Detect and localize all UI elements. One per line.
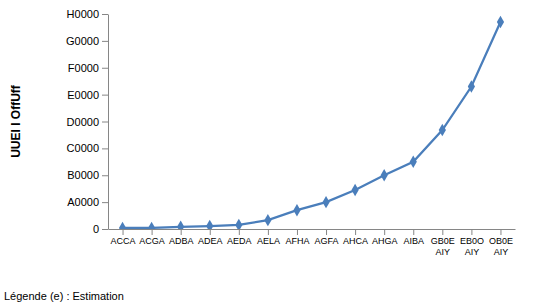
x-tick-label: ACCA bbox=[111, 236, 136, 246]
y-tick-label: F0000 bbox=[68, 62, 99, 74]
x-tick-mark bbox=[471, 229, 472, 235]
x-tick-label: AHCA bbox=[343, 236, 368, 246]
y-axis-line bbox=[108, 15, 109, 230]
x-tick: ADEA bbox=[198, 229, 223, 246]
y-tick-label: 0 bbox=[93, 223, 99, 235]
y-axis: 0 A0000 B0000 C0000 D0000 E0000 F0000 G0000 H000… bbox=[66, 8, 109, 235]
marker bbox=[352, 184, 359, 196]
x-tick-mark bbox=[268, 229, 269, 235]
y-tick-mark bbox=[102, 148, 108, 149]
y-tick-label: B0000 bbox=[67, 169, 99, 181]
x-tick-label: AFHA bbox=[285, 236, 309, 246]
marker bbox=[381, 169, 388, 181]
y-tick-label: D0000 bbox=[67, 116, 99, 128]
x-tick: ACCA bbox=[111, 229, 136, 246]
y-tick-label: C0000 bbox=[67, 142, 99, 154]
chart: 0 A0000 B0000 C0000 D0000 E0000 F0000 G0000 H000… bbox=[0, 0, 533, 306]
marker bbox=[468, 80, 475, 92]
y-tick-mark bbox=[102, 41, 108, 42]
marker bbox=[439, 124, 446, 136]
x-tick-label-line: EB0O bbox=[460, 236, 484, 246]
y-axis-title: UUEI l OffUff bbox=[9, 84, 23, 158]
x-tick-label-line: AIY bbox=[436, 247, 451, 257]
x-tick-label: AHGA bbox=[372, 236, 398, 246]
y-tick: C0000 bbox=[67, 142, 108, 154]
marker bbox=[497, 16, 504, 28]
y-tick: D0000 bbox=[67, 116, 108, 128]
x-axis: ACCAACGA ADBA ADEA AEDA AELA AFHA AGFA AHCA AHGA… bbox=[109, 229, 516, 257]
y-tick-label: E0000 bbox=[67, 89, 99, 101]
x-tick-label-line: OB0E bbox=[489, 236, 513, 246]
x-tick-mark bbox=[384, 229, 385, 235]
x-tick: AFHA bbox=[285, 229, 309, 246]
y-tick-mark bbox=[102, 95, 108, 96]
x-tick: AELA bbox=[257, 229, 280, 246]
x-tick-label-line: AIY bbox=[465, 247, 480, 257]
y-tick-mark bbox=[102, 202, 108, 203]
x-tick-mark bbox=[239, 229, 240, 235]
x-tick-mark bbox=[152, 229, 153, 235]
y-tick-mark bbox=[102, 175, 108, 176]
y-tick: B0000 bbox=[67, 169, 108, 181]
y-tick: G0000 bbox=[66, 35, 108, 47]
x-tick-label: EB0OAIY bbox=[460, 236, 484, 256]
marker bbox=[235, 219, 242, 229]
x-tick-label: AIBA bbox=[403, 236, 424, 246]
x-tick-mark bbox=[413, 229, 414, 235]
x-tick: AHGA bbox=[372, 229, 398, 246]
marker bbox=[206, 220, 213, 229]
x-tick-label: ACGA bbox=[139, 236, 165, 246]
x-tick: ACGA bbox=[139, 229, 165, 246]
x-tick-label-line: AIY bbox=[494, 247, 509, 257]
x-tick-mark bbox=[355, 229, 356, 235]
marker bbox=[148, 222, 155, 229]
y-tick: H0000 bbox=[67, 8, 108, 20]
y-tick-mark bbox=[102, 68, 108, 69]
y-tick: F0000 bbox=[68, 62, 108, 74]
x-tick: GB0EAIY bbox=[431, 229, 455, 257]
x-tick: AEDA bbox=[227, 229, 252, 246]
x-tick-mark bbox=[297, 229, 298, 235]
annotation: Légende (e) : Estimation bbox=[4, 290, 124, 302]
x-tick-label: OB0EAIY bbox=[489, 236, 513, 256]
y-tick-mark bbox=[102, 14, 108, 15]
x-tick-label-line: GB0E bbox=[431, 236, 455, 246]
y-tick-mark bbox=[102, 229, 108, 230]
x-tick: ADBA bbox=[169, 229, 194, 246]
x-tick-label: GB0EAIY bbox=[431, 236, 455, 256]
y-tick-label: G0000 bbox=[66, 35, 99, 47]
y-tick-mark bbox=[102, 122, 108, 123]
marker bbox=[410, 156, 417, 168]
x-tick: OB0EAIY bbox=[489, 229, 513, 257]
line bbox=[123, 22, 501, 228]
x-tick-mark bbox=[210, 229, 211, 235]
y-tick-label: H0000 bbox=[67, 8, 99, 20]
x-tick-label: AEDA bbox=[227, 236, 252, 246]
plot-area: 0 A0000 B0000 C0000 D0000 E0000 F0000 G0000 H000… bbox=[66, 8, 516, 257]
y-tick: E0000 bbox=[67, 89, 108, 101]
marker bbox=[177, 221, 184, 229]
x-tick-label: ADBA bbox=[169, 236, 194, 246]
y-tick-label: A0000 bbox=[67, 196, 99, 208]
x-tick: AHCA bbox=[343, 229, 368, 246]
x-tick-label: AGFA bbox=[315, 236, 339, 246]
x-tick-mark bbox=[442, 229, 443, 235]
series bbox=[119, 16, 504, 229]
x-tick-mark bbox=[123, 229, 124, 235]
x-tick-label: ADEA bbox=[198, 236, 223, 246]
x-tick-mark bbox=[181, 229, 182, 235]
marker bbox=[322, 196, 329, 208]
x-tick-mark bbox=[326, 229, 327, 235]
marker bbox=[264, 214, 271, 226]
y-tick: 0 bbox=[93, 223, 108, 235]
x-tick: EB0OAIY bbox=[460, 229, 484, 257]
marker bbox=[293, 204, 300, 216]
x-tick: AGFA bbox=[315, 229, 339, 246]
x-tick-label: AELA bbox=[257, 236, 280, 246]
x-tick-mark bbox=[500, 229, 501, 235]
y-tick: A0000 bbox=[67, 196, 108, 208]
x-tick: AIBA bbox=[403, 229, 424, 246]
x-axis-line bbox=[109, 229, 516, 230]
marker bbox=[119, 222, 126, 229]
